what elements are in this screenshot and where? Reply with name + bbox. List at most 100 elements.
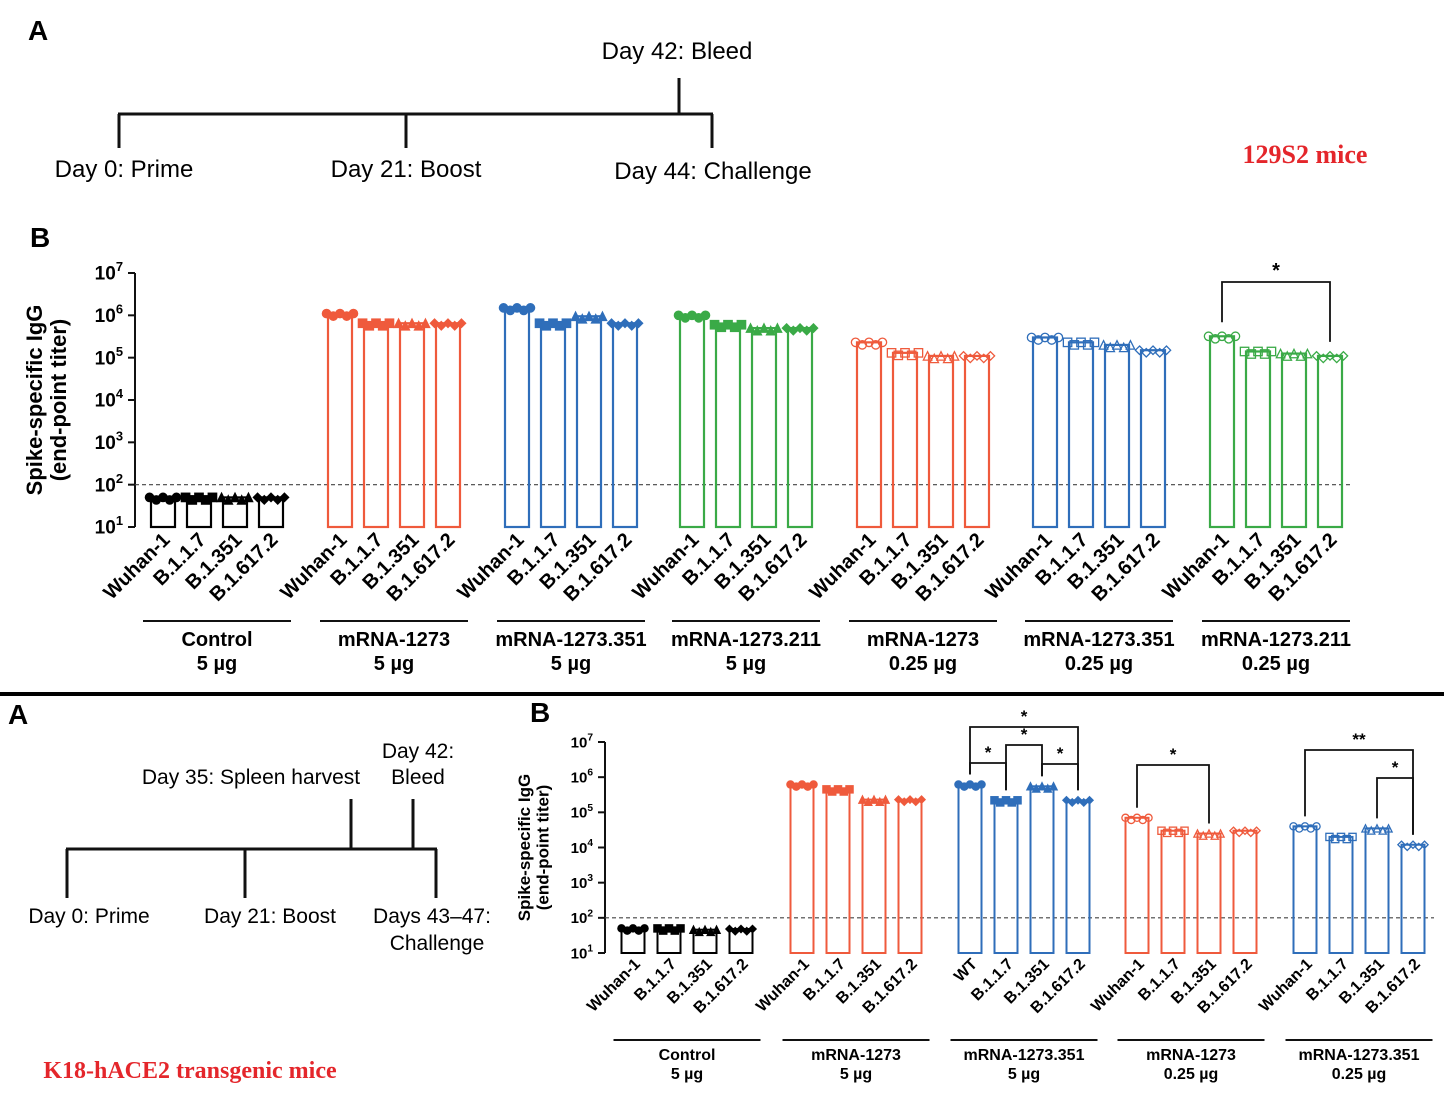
group-label-line2: 0.25 µg [889, 653, 957, 675]
data-point [633, 318, 644, 329]
data-point [384, 318, 395, 329]
y-tick-label: 105 [95, 344, 123, 370]
data-point [279, 492, 290, 503]
bottom-label-day0: Day 0: Prime [28, 905, 149, 928]
data-point [393, 317, 404, 329]
top-chart: Spike-specific IgG(end-point titer) 10 1 10… [22, 259, 1352, 675]
y-axis-title: Spike-specific IgG(end-point titer) [22, 305, 71, 496]
bar [398, 322, 426, 529]
data-point [1046, 335, 1057, 345]
bar [1208, 335, 1236, 529]
data-point [1360, 823, 1371, 833]
y-tick-base: 10 [95, 433, 116, 454]
bar [861, 798, 887, 954]
data-point [1210, 830, 1220, 840]
y-tick-label: 106 [571, 768, 594, 787]
significance-label: * [985, 743, 992, 762]
data-point [1378, 825, 1388, 835]
data-point [794, 322, 806, 334]
y-tick-exponent: 1 [116, 513, 123, 528]
significance-label: * [1170, 745, 1177, 764]
y-tick-exponent: 3 [587, 873, 593, 884]
significance-label: * [1057, 744, 1064, 763]
group-label-line2: 5 µg [551, 653, 591, 675]
data-point [1217, 331, 1227, 342]
data-point [857, 340, 868, 350]
data-point [640, 924, 649, 933]
bar [1232, 829, 1258, 955]
bar [957, 783, 983, 954]
data-point [1037, 781, 1047, 791]
data-point [942, 352, 953, 364]
data-point [917, 795, 927, 805]
bar [678, 314, 706, 529]
y-tick-label: 106 [95, 301, 123, 327]
data-point [808, 322, 819, 334]
group-label-line1: mRNA-1273.351 [964, 1047, 1085, 1064]
data-point [1138, 815, 1148, 825]
data-point [1082, 340, 1093, 350]
data-point [772, 322, 783, 333]
y-tick-label: 103 [571, 873, 594, 892]
bar [539, 322, 567, 529]
significance-bracket [1005, 744, 1043, 791]
significance-bracket [969, 726, 1079, 791]
bar [1160, 829, 1186, 955]
top-panel-a-letter: A [28, 15, 48, 46]
data-point [869, 794, 879, 804]
y-tick-exponent: 6 [116, 301, 123, 316]
y-tick-label: 102 [95, 471, 123, 497]
data-point [724, 924, 734, 934]
y-tick-label: 102 [571, 908, 594, 927]
bar [1065, 799, 1091, 954]
y-tick-exponent: 2 [116, 471, 123, 486]
y-tick-base: 10 [571, 910, 588, 927]
bottom-mouse-label: K18-hACE2 transgenic mice [43, 1058, 337, 1084]
y-tick-base: 10 [571, 805, 588, 822]
data-point [864, 337, 874, 348]
data-point [1342, 834, 1352, 844]
y-tick-exponent: 4 [116, 386, 124, 401]
data-point [1025, 781, 1036, 791]
data-point [1282, 350, 1293, 361]
data-point [1085, 795, 1095, 805]
data-point [570, 310, 581, 322]
data-point [1252, 826, 1262, 836]
y-axis-title-line1: Spike-specific IgG [22, 305, 47, 496]
group-label-line2: 5 µg [197, 653, 237, 675]
data-point [913, 347, 924, 358]
data-point [905, 795, 915, 805]
data-point [1383, 823, 1394, 833]
data-point [406, 317, 418, 329]
bottom-label-day42-line1: Day 42: [382, 740, 454, 763]
data-point [597, 310, 608, 322]
top-label-day0: Day 0: Prime [55, 156, 194, 183]
y-tick-exponent: 6 [587, 768, 593, 779]
data-point [1302, 347, 1313, 359]
y-tick-base: 10 [571, 734, 588, 751]
group-label-line1: mRNA-1273 [811, 1047, 901, 1064]
data-point [929, 352, 940, 364]
bar [1103, 343, 1131, 529]
bar [1292, 825, 1318, 955]
data-point [1144, 813, 1153, 823]
significance-label: * [1021, 725, 1028, 744]
data-point [870, 340, 881, 350]
data-point [1048, 781, 1059, 791]
data-point [893, 350, 904, 361]
data-point [922, 350, 933, 361]
data-point [700, 310, 711, 321]
y-tick-label: 104 [571, 838, 594, 857]
data-point [676, 924, 685, 933]
data-point [857, 794, 868, 804]
data-point [561, 318, 572, 329]
data-point [893, 795, 903, 805]
data-point [1420, 840, 1430, 850]
y-tick-label: 104 [95, 386, 124, 412]
top-label-day21: Day 21: Boost [331, 156, 482, 183]
y-tick-base: 10 [95, 391, 116, 412]
y-axis-title: Spike-specific IgG(end-point titer) [515, 774, 553, 921]
bar [1124, 816, 1150, 954]
y-tick-label: 101 [571, 944, 594, 963]
data-point [1246, 349, 1257, 359]
